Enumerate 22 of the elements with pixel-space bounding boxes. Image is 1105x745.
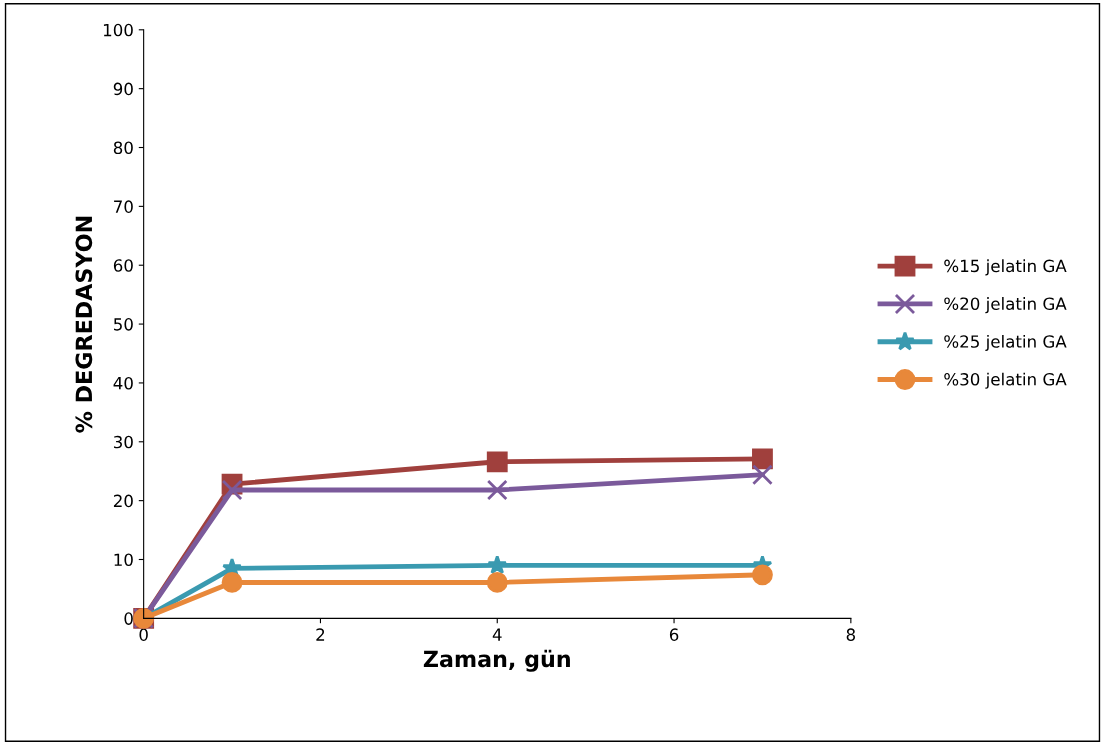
x-tick-label: 4 [492,628,502,641]
legend-label: %25 jelatin GA [944,334,1067,352]
y-tick-label: 20 [113,494,133,508]
legend-label: %30 jelatin GA [944,372,1067,389]
y-tick-label: 30 [113,435,133,449]
y-tick-label: 80 [113,141,133,155]
y-tick-label: 70 [114,200,133,213]
y-tick-label: 60 [113,259,133,272]
legend-label: %15 jelatin GA [944,259,1067,276]
x-tick-label: 0 [139,628,148,641]
y-tick-label: 50 [114,318,133,331]
y-tick-label: 90 [113,82,133,96]
x-tick-label: 6 [669,628,679,641]
x-axis-title: Zaman, gün [423,649,570,672]
y-tick-label: 0 [124,612,133,625]
y-tick-label: 40 [113,376,133,390]
y-axis-title: % DEGREDASYON [75,216,93,433]
y-tick-label: 10 [114,553,133,567]
x-tick-label: 2 [316,628,325,641]
x-tick-label: 8 [846,628,856,641]
legend-label: %20 jelatin GA [944,297,1067,314]
y-tick-label: 100 [103,23,133,37]
